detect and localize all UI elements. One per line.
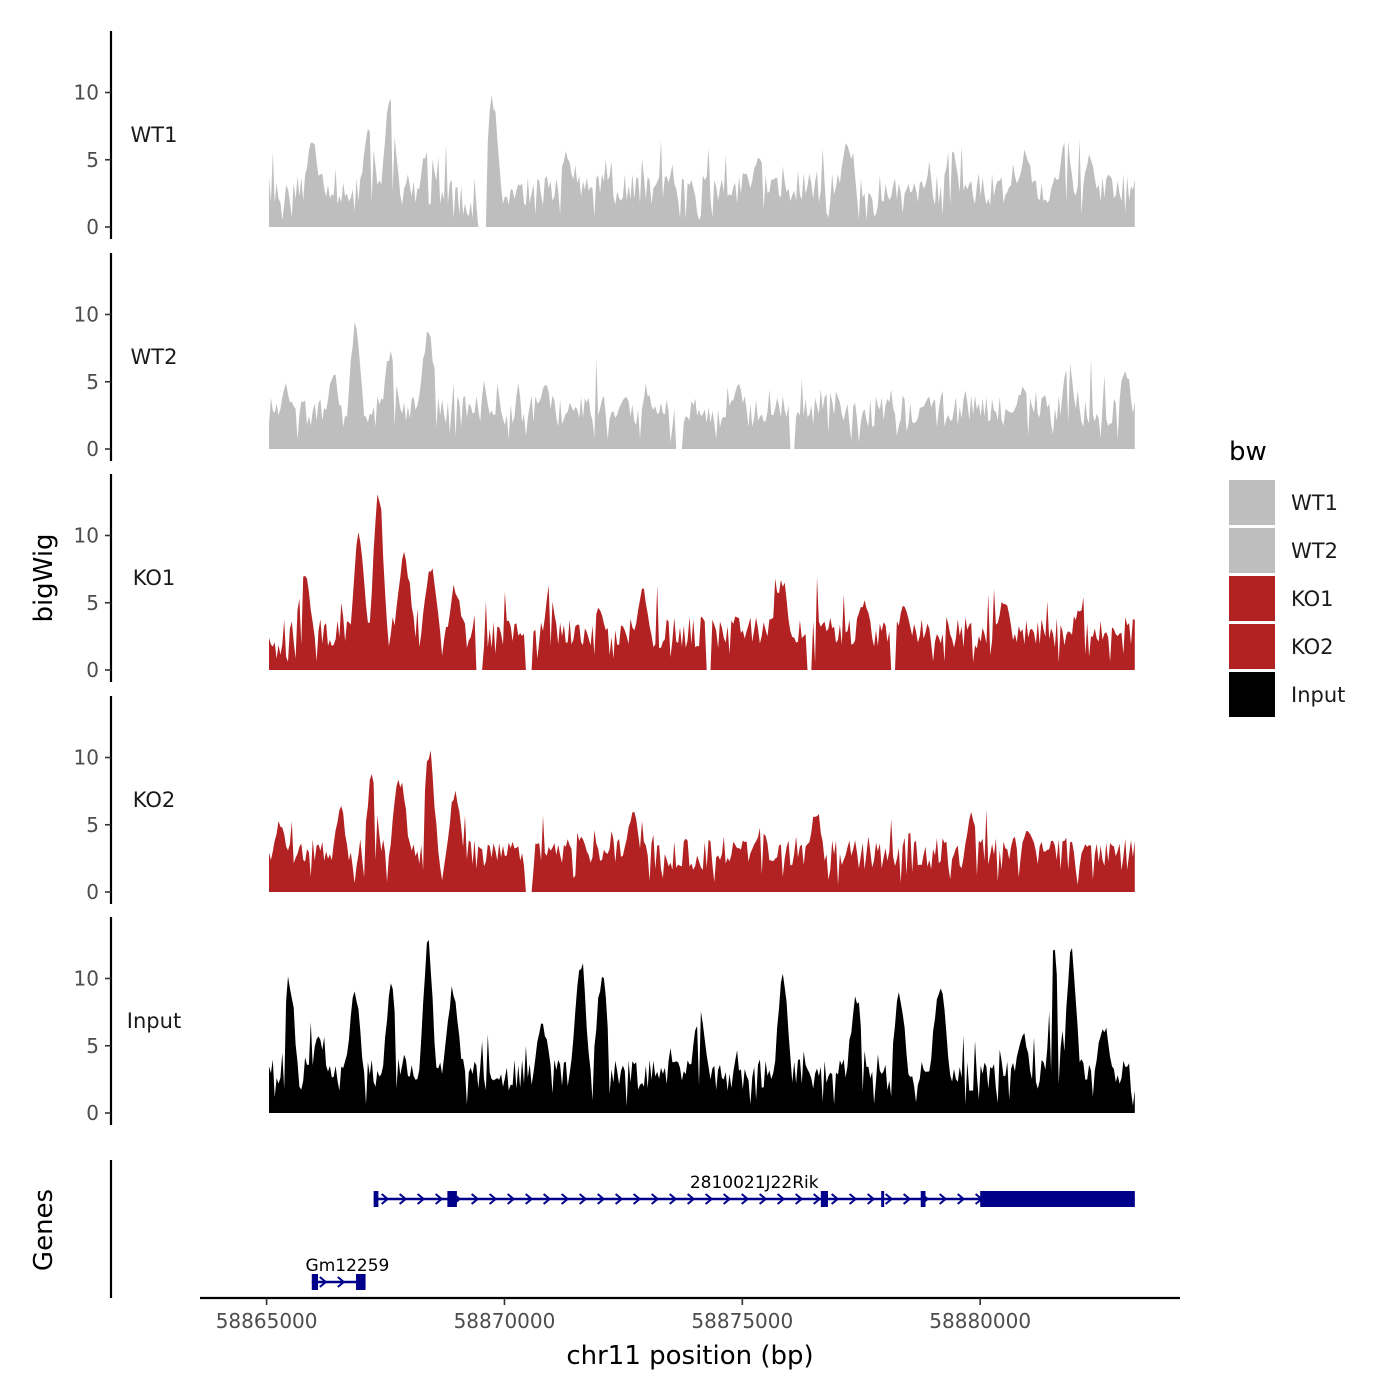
track-wt2: 0 5 10 WT2	[74, 253, 1135, 461]
y-tick-label: 0	[86, 658, 99, 682]
gene-exon	[881, 1191, 885, 1207]
gene-exon	[373, 1191, 379, 1207]
legend-label-ko1: KO1	[1291, 587, 1334, 611]
strand-arrow	[507, 1193, 516, 1205]
y-tick-label: 5	[86, 591, 99, 615]
gene-exon	[820, 1191, 828, 1207]
y-tick-label: 10	[74, 81, 99, 105]
strand-arrow	[651, 1193, 660, 1205]
legend-key-wt2	[1229, 528, 1275, 573]
y-tick-label: 10	[74, 524, 99, 548]
legend-label-input: Input	[1291, 683, 1345, 707]
y-tick-label: 5	[86, 370, 99, 394]
track-input: 0 5 10 Input	[74, 917, 1135, 1125]
x-tick-label: 58875000	[691, 1309, 793, 1333]
y-tick-label: 0	[86, 215, 99, 239]
y-axis-title: bigWig	[29, 533, 59, 622]
x-tick-label: 58865000	[216, 1309, 318, 1333]
strand-arrow	[417, 1193, 426, 1205]
strand-arrow	[705, 1193, 714, 1205]
track-label-input: Input	[127, 1009, 181, 1033]
gene-track: 2810021J22Rik Gm12259	[109, 1160, 1135, 1298]
track-label-wt2: WT2	[131, 345, 178, 369]
strand-arrow	[633, 1193, 642, 1205]
strand-arrow	[759, 1193, 768, 1205]
track-label-ko2: KO2	[133, 788, 176, 812]
coverage-area-input	[269, 940, 1135, 1113]
strand-arrow	[337, 1276, 346, 1288]
signal-tracks: 0 5 10 WT1 0 5 10 WT2 0 5 10 KO1 0 5 10 KO2 0 5 10 Input	[74, 31, 1135, 1125]
track-ko1: 0 5 10 KO1	[74, 474, 1135, 682]
gene-name-label: Gm12259	[306, 1256, 390, 1276]
gene-exon	[311, 1274, 318, 1290]
strand-arrow	[489, 1193, 498, 1205]
legend-key-ko1	[1229, 576, 1275, 621]
strand-arrow	[579, 1193, 588, 1205]
strand-arrow	[319, 1276, 328, 1288]
x-tick-label: 58880000	[929, 1309, 1031, 1333]
legend-key-wt1	[1229, 480, 1275, 525]
strand-arrow	[939, 1193, 948, 1205]
y-tick-label: 0	[86, 880, 99, 904]
legend-key-ko2	[1229, 624, 1275, 669]
x-axis: 58865000 58870000 58875000 58880000	[200, 1296, 1180, 1333]
strand-arrow	[435, 1193, 444, 1205]
gene-exon	[980, 1191, 1135, 1207]
strand-arrow	[957, 1193, 966, 1205]
strand-arrow	[525, 1193, 534, 1205]
legend: bw WT1 WT2 KO1 KO2 Input	[1229, 437, 1345, 717]
strand-arrow	[777, 1193, 786, 1205]
y-tick-label: 10	[74, 967, 99, 991]
strand-arrow	[723, 1193, 732, 1205]
gene-exon	[356, 1274, 366, 1290]
y-tick-label: 5	[86, 148, 99, 172]
strand-arrow	[849, 1193, 858, 1205]
y-tick-label: 10	[74, 746, 99, 770]
gene-name-label: 2810021J22Rik	[690, 1173, 819, 1193]
coverage-area-ko2	[269, 750, 1135, 892]
x-tick-label: 58870000	[454, 1309, 556, 1333]
x-axis-title: chr11 position (bp)	[566, 1341, 813, 1371]
strand-arrow	[741, 1193, 750, 1205]
strand-arrow	[903, 1193, 912, 1205]
y-tick-label: 10	[74, 303, 99, 327]
strand-arrow	[597, 1193, 606, 1205]
legend-title: bw	[1229, 437, 1267, 467]
track-label-wt1: WT1	[131, 123, 178, 147]
legend-label-wt2: WT2	[1291, 539, 1338, 563]
coverage-area-ko1	[269, 494, 1135, 670]
y-tick-label: 0	[86, 437, 99, 461]
legend-label-wt1: WT1	[1291, 491, 1338, 515]
y-tick-label: 0	[86, 1101, 99, 1125]
strand-arrow	[381, 1193, 390, 1205]
legend-key-input	[1229, 672, 1275, 717]
y-tick-label: 5	[86, 1034, 99, 1058]
strand-arrow	[687, 1193, 696, 1205]
strand-arrow	[399, 1193, 408, 1205]
strand-arrow	[813, 1193, 822, 1205]
track-label-ko1: KO1	[133, 566, 176, 590]
strand-arrow	[543, 1193, 552, 1205]
track-wt1: 0 5 10 WT1	[74, 31, 1135, 239]
coverage-area-wt1	[269, 95, 1135, 227]
y-tick-label: 5	[86, 813, 99, 837]
strand-arrow	[867, 1193, 876, 1205]
gene-gm12259: Gm12259	[306, 1256, 390, 1290]
strand-arrow	[471, 1193, 480, 1205]
strand-arrow	[831, 1193, 840, 1205]
gene-track-title: Genes	[29, 1189, 59, 1271]
gene-2810021j22rik: 2810021J22Rik	[373, 1173, 1135, 1207]
gene-exon	[920, 1191, 926, 1207]
strand-arrow	[669, 1193, 678, 1205]
coverage-area-wt2	[269, 322, 1135, 449]
legend-label-ko2: KO2	[1291, 635, 1334, 659]
strand-arrow	[885, 1193, 894, 1205]
strand-arrow	[561, 1193, 570, 1205]
gene-exon	[447, 1191, 457, 1207]
strand-arrow	[615, 1193, 624, 1205]
strand-arrow	[795, 1193, 804, 1205]
track-ko2: 0 5 10 KO2	[74, 696, 1135, 904]
